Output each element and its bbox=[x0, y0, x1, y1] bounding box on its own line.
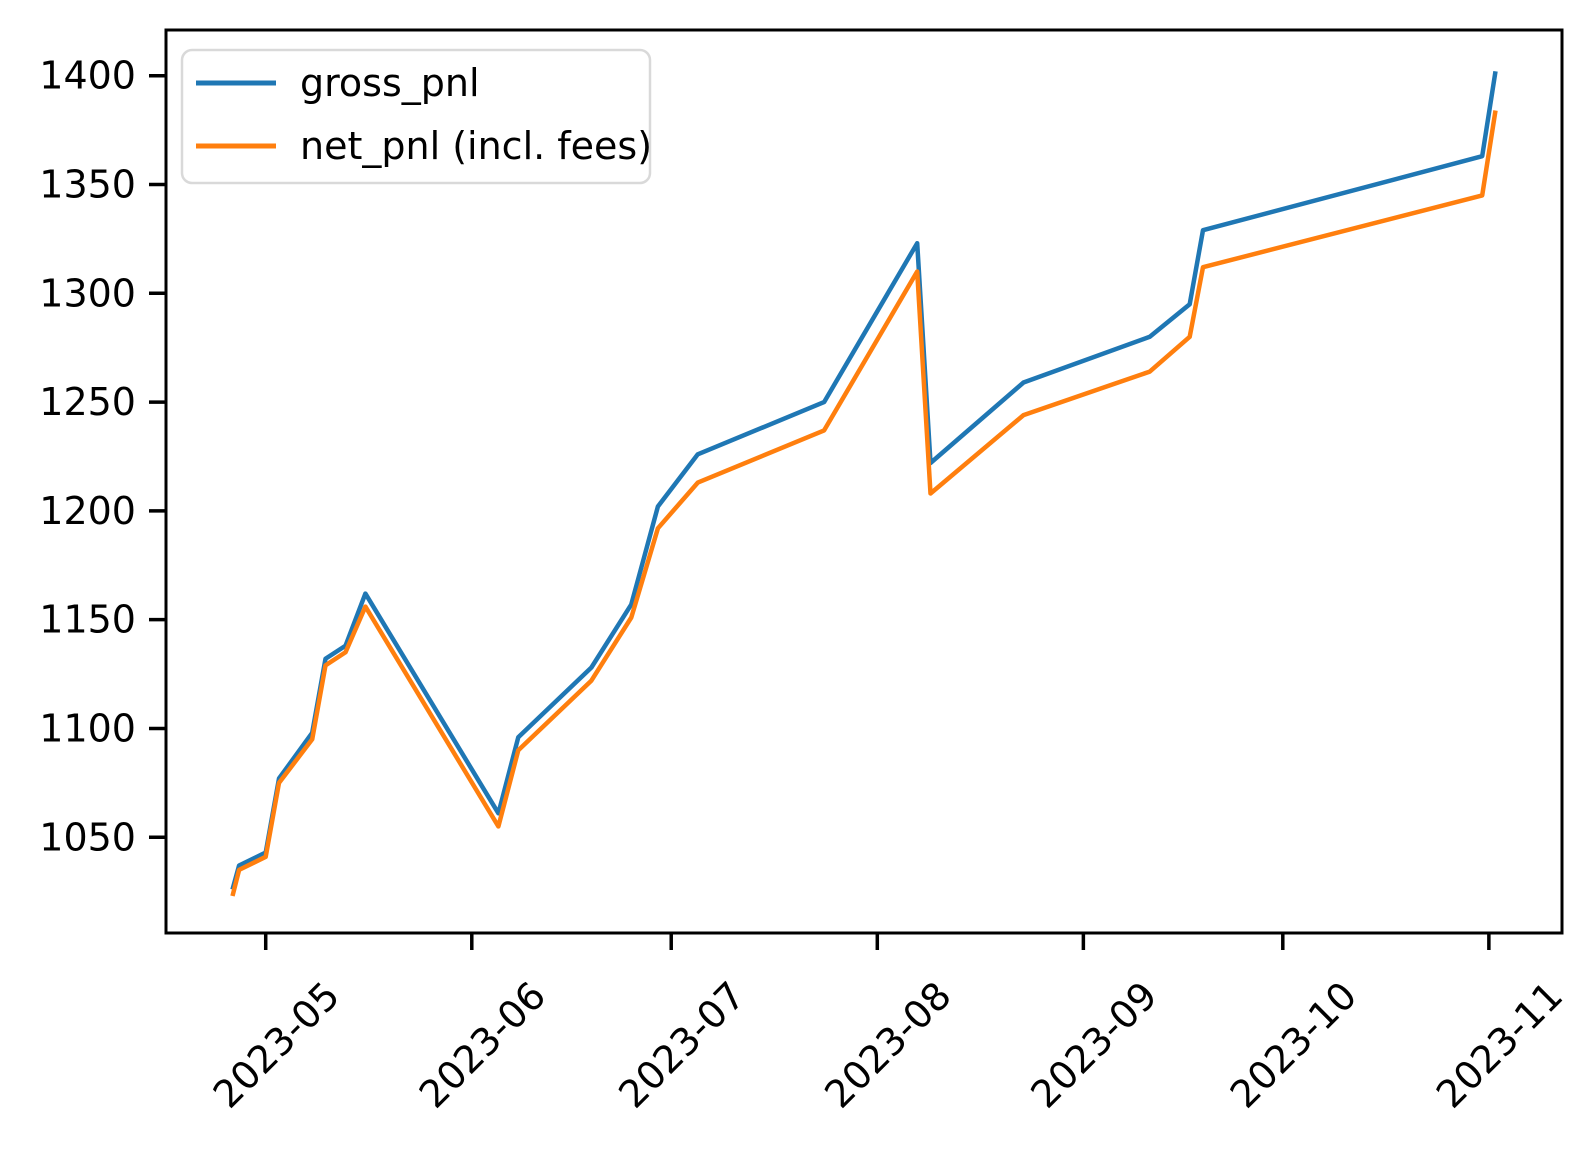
x-axis: 2023-05 2023-06 2023-07 2023-08 2023-09 2023-… bbox=[205, 933, 1571, 1117]
net-pnl-line bbox=[230, 110, 1498, 897]
legend-label-gross: gross_pnl bbox=[300, 61, 480, 105]
legend: gross_pnl net_pnl (incl. fees) bbox=[180, 48, 652, 185]
y-tick-label: 1050 bbox=[39, 815, 136, 859]
y-tick-label: 1200 bbox=[39, 489, 136, 533]
y-tick-label: 1100 bbox=[39, 706, 136, 750]
y-tick-label: 1150 bbox=[39, 598, 136, 642]
y-axis: 1050 1100 1150 1200 1250 1300 1350 1400 bbox=[39, 54, 166, 859]
y-tick-label: 1250 bbox=[39, 380, 136, 424]
x-tick-label: 2023-11 bbox=[1428, 973, 1571, 1116]
plot-frame bbox=[164, 28, 1564, 935]
gross-pnl-line bbox=[230, 70, 1498, 891]
y-tick-label: 1300 bbox=[39, 271, 136, 315]
legend-frame bbox=[180, 48, 652, 185]
y-tick-label: 1350 bbox=[39, 162, 136, 206]
x-tick-label: 2023-07 bbox=[610, 973, 753, 1116]
x-tick-label: 2023-10 bbox=[1222, 973, 1365, 1116]
x-tick-label: 2023-06 bbox=[411, 973, 554, 1116]
x-tick-label: 2023-08 bbox=[816, 973, 959, 1116]
y-tick-label: 1400 bbox=[39, 54, 136, 98]
x-tick-label: 2023-09 bbox=[1022, 973, 1165, 1116]
series-lines bbox=[230, 70, 1498, 897]
legend-label-net: net_pnl (incl. fees) bbox=[300, 124, 652, 168]
x-tick-label: 2023-05 bbox=[205, 973, 348, 1116]
